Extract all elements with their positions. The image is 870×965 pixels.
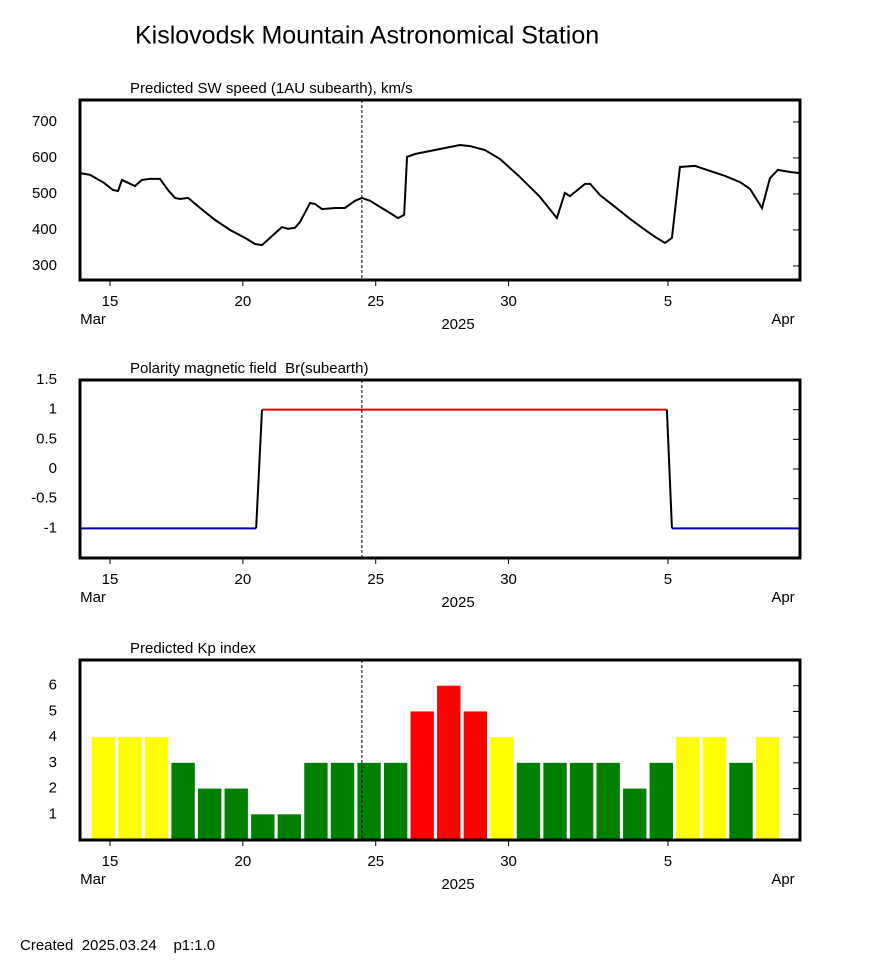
axis-annotation: 2025: [441, 316, 474, 333]
y-tick-label: 6: [49, 677, 57, 694]
x-tick-label: 5: [664, 293, 672, 310]
y-tick-label: 0: [49, 460, 57, 477]
x-tick-label: 20: [235, 293, 252, 310]
x-tick-label: 15: [102, 571, 119, 588]
x-tick-label: 25: [367, 293, 384, 310]
y-tick-label: 1: [49, 805, 57, 822]
kp-bar: [224, 788, 248, 840]
polarity-segment: [665, 409, 673, 529]
y-tick-label: 500: [32, 185, 57, 202]
kp-bar: [277, 814, 302, 840]
chart-title: Polarity magnetic field Br(subearth): [130, 360, 368, 377]
y-tick-label: 3: [49, 754, 57, 771]
y-tick-label: 400: [32, 221, 57, 238]
y-tick-label: 2: [49, 780, 57, 797]
y-tick-label: 300: [32, 257, 57, 274]
x-tick-label: 15: [102, 853, 119, 870]
kp-bar: [410, 711, 434, 840]
kp-bar: [171, 762, 195, 840]
kp-bar: [91, 737, 116, 840]
kp-bar: [251, 814, 275, 840]
axis-annotation: Mar: [80, 871, 106, 888]
kp-bar: [330, 762, 355, 840]
kp-bar: [118, 737, 142, 840]
chart-title: Predicted Kp index: [130, 640, 256, 657]
x-tick-label: 30: [500, 571, 517, 588]
plot-frame: [78, 378, 802, 560]
axis-annotation: 2025: [441, 876, 474, 893]
y-tick-label: -0.5: [31, 490, 57, 507]
kp-bar: [490, 737, 514, 840]
axis-annotation: 2025: [441, 594, 474, 611]
kp-bar: [357, 762, 381, 840]
chart-title: Predicted SW speed (1AU subearth), km/s: [130, 80, 413, 97]
plot-frame: [78, 658, 802, 842]
y-tick-label: 4: [49, 728, 57, 745]
kp-bar: [729, 762, 753, 840]
x-tick-label: 20: [235, 571, 252, 588]
kp-bar: [144, 737, 169, 840]
axis-annotation: Apr: [771, 311, 794, 328]
x-tick-label: 5: [664, 853, 672, 870]
kp-bar: [383, 762, 408, 840]
y-tick-label: 700: [32, 113, 57, 130]
x-tick-label: 5: [664, 571, 672, 588]
kp-bar: [197, 788, 222, 840]
page-title: Kislovodsk Mountain Astronomical Station: [135, 22, 599, 50]
kp-bar: [676, 737, 700, 840]
polarity-segment: [255, 409, 263, 529]
kp-bar: [596, 762, 620, 840]
footer: Created 2025.03.24 p1:1.0: [20, 937, 215, 954]
kp-bar: [543, 762, 567, 840]
kp-bar: [304, 762, 328, 840]
y-tick-label: 1: [49, 401, 57, 418]
kp-bar: [437, 685, 461, 840]
axis-annotation: Apr: [771, 589, 794, 606]
speed-line: [79, 143, 801, 247]
y-tick-label: 5: [49, 702, 57, 719]
kp-bar: [702, 737, 727, 840]
x-tick-label: 30: [500, 293, 517, 310]
axis-annotation: Mar: [80, 311, 106, 328]
kp-bar: [755, 737, 780, 840]
x-tick-label: 15: [102, 293, 119, 310]
plot-frame: [78, 98, 802, 282]
kp-bar: [516, 762, 541, 840]
x-tick-label: 20: [235, 853, 252, 870]
x-tick-label: 25: [367, 853, 384, 870]
y-tick-label: 1.5: [36, 371, 57, 388]
kp-bar: [623, 788, 647, 840]
x-tick-label: 30: [500, 853, 517, 870]
axis-annotation: Mar: [80, 589, 106, 606]
axis-annotation: Apr: [771, 871, 794, 888]
kp-bar: [649, 762, 674, 840]
kp-bar: [569, 762, 594, 840]
y-tick-label: 600: [32, 149, 57, 166]
y-tick-label: -1: [44, 519, 57, 536]
kp-bar: [463, 711, 488, 840]
x-tick-label: 25: [367, 571, 384, 588]
y-tick-label: 0.5: [36, 430, 57, 447]
